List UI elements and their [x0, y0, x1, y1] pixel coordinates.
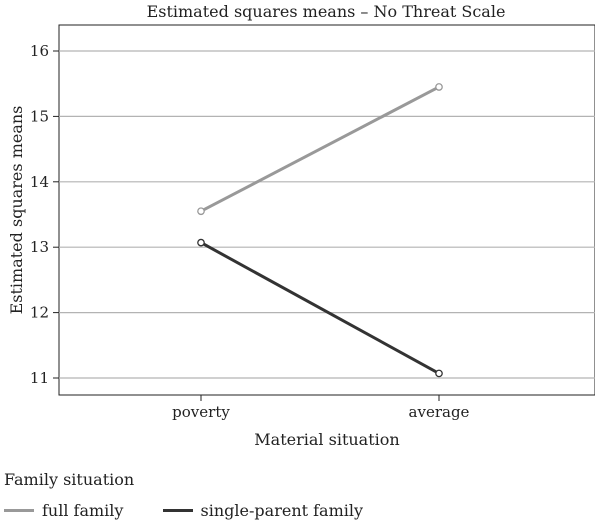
legend: Family situation full family single-pare…: [4, 470, 397, 520]
series-line-0: [200, 85, 440, 213]
data-point: [435, 83, 443, 91]
y-tick-label: 12: [30, 304, 49, 322]
series-line-1: [200, 241, 440, 375]
data-point: [435, 369, 443, 378]
legend-item-single-parent-family: single-parent family: [162, 501, 364, 520]
x-axis-ticks: poverty average: [172, 395, 470, 421]
y-tick-label: 16: [30, 42, 49, 60]
legend-swatch-single-parent-family: [162, 509, 193, 512]
y-tick-label: 14: [30, 173, 49, 191]
legend-item-full-family: full family: [4, 501, 123, 520]
legend-swatch-full-family: [4, 509, 34, 512]
plot-area-frame: [58, 24, 595, 396]
y-tick-label: 15: [30, 107, 49, 125]
y-tick-label: 13: [30, 238, 49, 256]
legend-title: Family situation: [4, 470, 135, 489]
legend-label-single-parent-family: single-parent family: [200, 501, 364, 520]
grid-lines: [59, 50, 595, 379]
x-tick-label: average: [409, 403, 470, 421]
series-lines: [197, 83, 443, 378]
x-axis-title: Material situation: [254, 430, 399, 449]
x-tick-label: poverty: [172, 403, 230, 421]
y-tick-label: 11: [30, 369, 49, 387]
y-axis-title: Estimated squares means: [7, 106, 26, 315]
legend-label-full-family: full family: [42, 501, 124, 520]
line-chart: 11 12 13 14 15 16 poverty average Material sit…: [7, 24, 595, 449]
chart-title: Estimated squares means – No Threat Scal…: [146, 2, 506, 21]
data-point: [197, 238, 205, 247]
y-axis-ticks: 11 12 13 14 15 16: [30, 42, 59, 387]
data-point: [197, 207, 205, 216]
